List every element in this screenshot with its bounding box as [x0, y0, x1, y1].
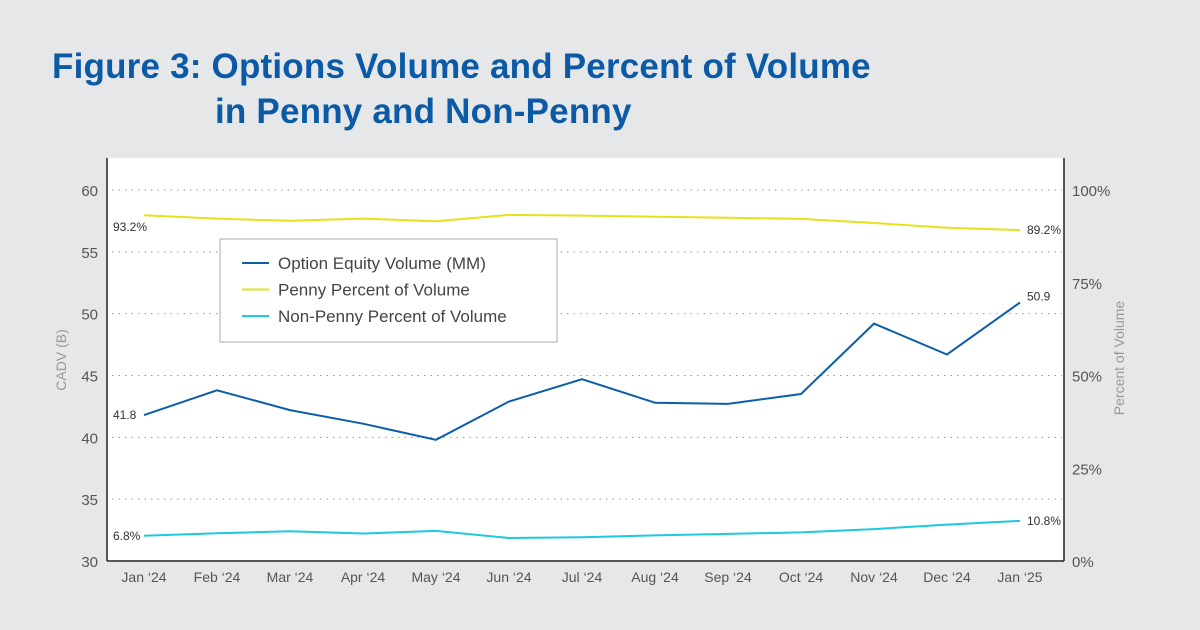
- left-axis-ticks: 30 35 40 45 50 55 60: [81, 183, 98, 571]
- x-tick-label: Sep ‘24: [704, 569, 752, 585]
- data-label-last: 89.2%: [1027, 223, 1061, 237]
- chart-title-line-1: Figure 3: Options Volume and Percent of …: [52, 47, 871, 86]
- x-tick-label: Jan ‘25: [997, 569, 1042, 585]
- x-tick-label: Mar ‘24: [267, 569, 314, 585]
- right-axis-ticks: 0% 25% 50% 75% 100%: [1072, 183, 1110, 571]
- data-labels: 41.8 50.9 93.2% 89.2% 6.8% 10.8%: [113, 220, 1061, 543]
- left-tick-label: 55: [81, 245, 98, 262]
- data-label-last: 10.8%: [1027, 514, 1061, 528]
- right-tick-label: 25%: [1072, 461, 1102, 478]
- left-axis-title: CADV (B): [53, 329, 69, 390]
- x-tick-label: Jun ‘24: [486, 569, 531, 585]
- chart-title: Figure 3: Options Volume and Percent of …: [52, 44, 871, 134]
- x-tick-label: Dec ‘24: [923, 569, 971, 585]
- left-tick-label: 45: [81, 369, 98, 386]
- plot-area: [107, 158, 1064, 561]
- right-tick-label: 75%: [1072, 276, 1102, 293]
- gridlines: [112, 189, 1062, 500]
- right-tick-label: 100%: [1072, 183, 1110, 200]
- right-tick-label: 50%: [1072, 369, 1102, 386]
- legend-label: Option Equity Volume (MM): [278, 254, 486, 273]
- x-tick-label: May ‘24: [411, 569, 460, 585]
- legend-box: [219, 238, 558, 343]
- legend-label: Penny Percent of Volume: [278, 281, 470, 300]
- data-label-first: 41.8: [113, 408, 137, 422]
- x-tick-label: Oct ‘24: [779, 569, 824, 585]
- x-tick-label: Aug ‘24: [631, 569, 679, 585]
- right-axis-title: Percent of Volume: [1111, 301, 1127, 416]
- x-tick-label: Jan ‘24: [121, 569, 166, 585]
- left-tick-label: 60: [81, 183, 98, 200]
- x-tick-label: Apr ‘24: [341, 569, 386, 585]
- x-tick-label: Jul ‘24: [562, 569, 603, 585]
- legend-label: Non-Penny Percent of Volume: [278, 307, 507, 326]
- series-group: [143, 213, 1021, 540]
- data-label-last: 50.9: [1027, 290, 1051, 304]
- right-tick-label: 0%: [1072, 554, 1094, 571]
- data-label-first: 6.8%: [113, 529, 141, 543]
- left-tick-label: 30: [81, 554, 98, 571]
- x-axis-ticks: Jan ‘24 Feb ‘24 Mar ‘24 Apr ‘24 May ‘24 Jun ‘…: [121, 569, 1042, 585]
- data-label-first: 93.2%: [113, 220, 147, 234]
- left-tick-label: 50: [81, 307, 98, 324]
- x-tick-label: Feb ‘24: [194, 569, 241, 585]
- legend: Option Equity Volume (MM) Penny Percent o…: [219, 238, 558, 343]
- chart-title-line-2: in Penny and Non-Penny: [215, 92, 632, 131]
- left-tick-label: 35: [81, 492, 98, 509]
- left-tick-label: 40: [81, 430, 98, 447]
- x-tick-label: Nov ‘24: [850, 569, 898, 585]
